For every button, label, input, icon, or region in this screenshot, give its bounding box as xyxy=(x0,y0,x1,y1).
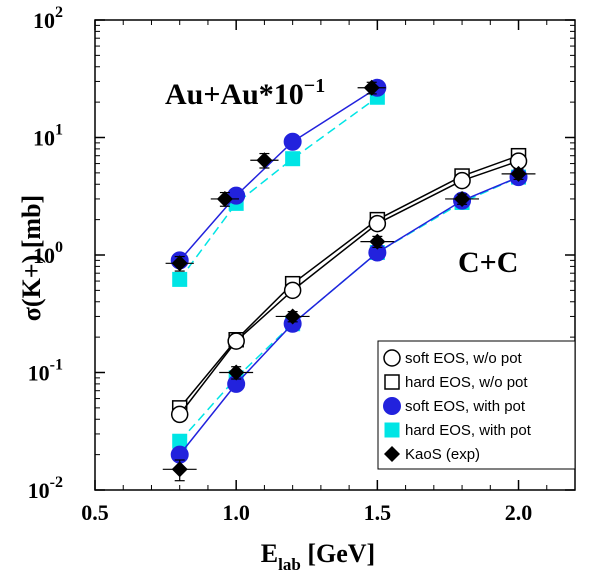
y-tick-label: 10-2 xyxy=(28,474,63,503)
data-point xyxy=(228,364,245,381)
y-tick-label: 101 xyxy=(33,122,63,151)
data-point xyxy=(171,255,188,272)
data-point xyxy=(285,151,301,167)
series-line xyxy=(179,176,519,456)
data-point xyxy=(454,190,471,207)
legend-label: hard EOS, with pot xyxy=(405,422,532,439)
data-point xyxy=(172,271,188,287)
x-tick-labels: 0.5 1.0 1.5 2.0 xyxy=(81,500,532,525)
annotation-auau: Au+Au*10−1 xyxy=(165,75,325,111)
x-tick-label: 2.0 xyxy=(505,500,533,525)
legend-entry: soft EOS, with pot xyxy=(383,397,526,415)
data-point xyxy=(369,233,386,250)
data-point xyxy=(227,186,246,205)
legend-label: hard EOS, w/o pot xyxy=(405,374,528,391)
series-line xyxy=(179,87,378,261)
x-tick-label: 0.5 xyxy=(81,500,109,525)
legend-marker xyxy=(384,422,400,438)
data-point xyxy=(284,308,301,325)
y-tick-exponent: 1 xyxy=(55,122,63,139)
legend-marker xyxy=(383,397,401,415)
legend-entry: soft EOS, w/o pot xyxy=(383,349,523,367)
legend-label: soft EOS, w/o pot xyxy=(405,350,523,367)
y-tick-exponent: -2 xyxy=(50,474,63,491)
x-tick-label: 1.0 xyxy=(222,500,250,525)
series-0 xyxy=(170,152,528,424)
legend-entry: KaoS (exp) xyxy=(384,446,480,463)
data-point xyxy=(172,433,188,449)
series-7 xyxy=(165,79,386,272)
data-point xyxy=(216,190,233,207)
data-point xyxy=(453,171,471,190)
data-point xyxy=(363,79,380,96)
series-line xyxy=(179,154,519,409)
data-point xyxy=(283,281,302,300)
legend-entry: hard EOS, with pot xyxy=(384,422,532,439)
series-line xyxy=(179,160,519,415)
data-point xyxy=(368,214,387,233)
series-layer xyxy=(162,78,536,482)
data-point xyxy=(171,461,188,478)
series-line xyxy=(179,96,378,280)
legend-marker xyxy=(384,446,400,462)
y-axis-title: σ(K+) [mb] xyxy=(17,195,46,321)
legend-marker xyxy=(384,374,400,390)
x-tick-label: 1.5 xyxy=(364,500,392,525)
legend-entry: hard EOS, w/o pot xyxy=(384,374,528,391)
data-point xyxy=(256,152,273,169)
series-4 xyxy=(162,165,536,482)
legend-box xyxy=(377,340,576,470)
legend-label: KaoS (exp) xyxy=(405,446,480,463)
y-tick-exponent: 2 xyxy=(55,4,63,21)
data-point xyxy=(283,132,302,151)
series-6 xyxy=(172,89,385,287)
data-point xyxy=(227,332,245,350)
legend-label: soft EOS, with pot xyxy=(405,398,526,415)
annotation-cc: C+C xyxy=(458,246,518,279)
x-axis-title: Elab [GeV] xyxy=(261,539,375,574)
y-tick-label: 10-1 xyxy=(28,357,63,386)
y-tick-exponent: -1 xyxy=(50,357,63,374)
data-point xyxy=(170,405,189,424)
legend: soft EOS, w/o pot hard EOS, w/o pot soft E… xyxy=(377,340,576,470)
y-tick-label: 102 xyxy=(33,4,63,33)
data-point xyxy=(510,165,527,182)
legend-marker xyxy=(383,349,401,367)
y-tick-exponent: 0 xyxy=(55,239,63,256)
